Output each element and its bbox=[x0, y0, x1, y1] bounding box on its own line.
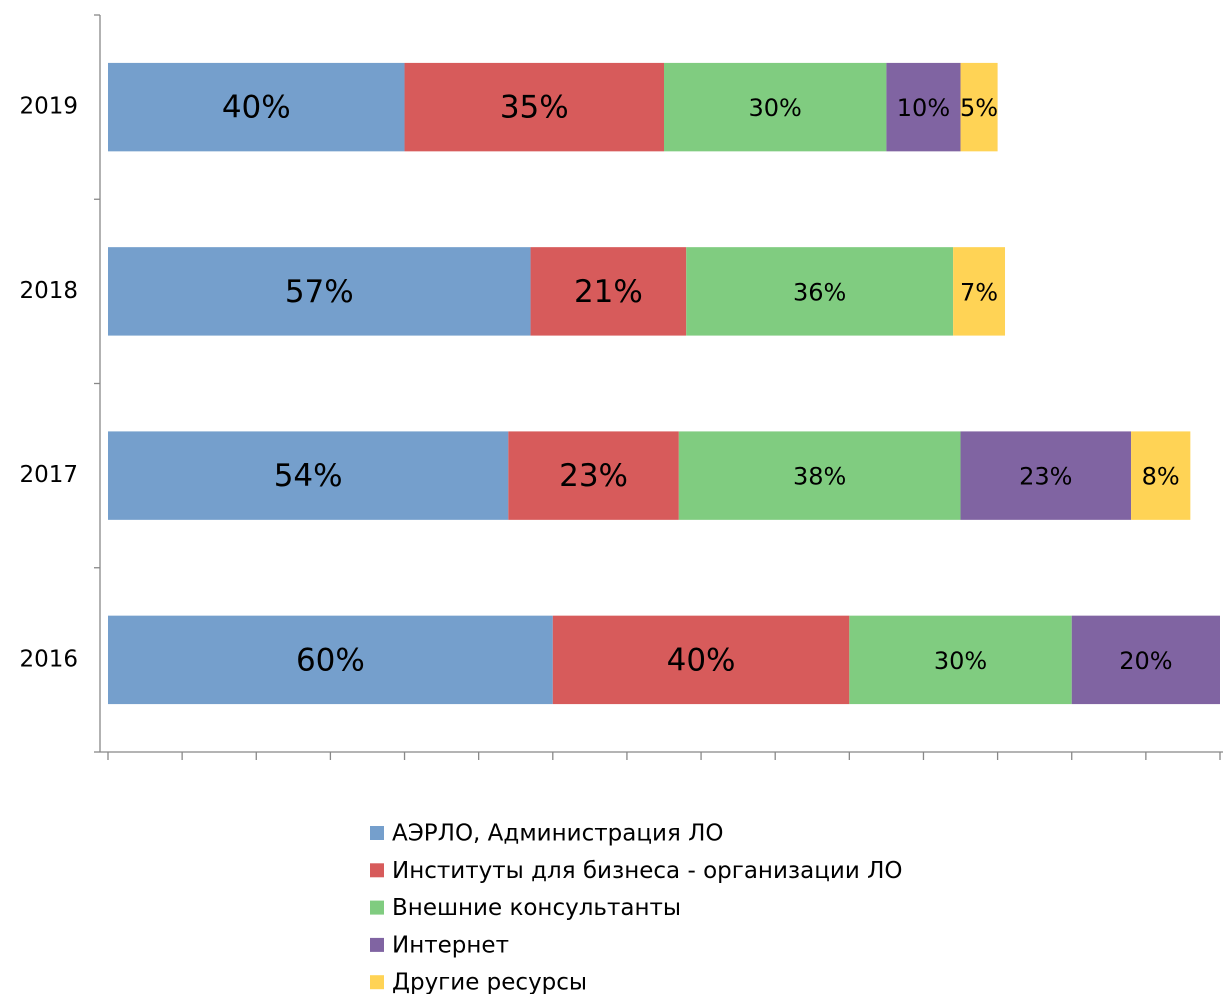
category-label: 2016 bbox=[19, 646, 78, 672]
legend-swatch bbox=[370, 937, 384, 952]
bar-segment bbox=[664, 62, 887, 152]
bar-segment bbox=[530, 247, 687, 336]
value-label: 30% bbox=[934, 647, 987, 675]
legend-label: Институты для бизнеса - организации ЛО bbox=[392, 858, 903, 884]
bar-segment bbox=[886, 62, 961, 152]
bar-segment bbox=[108, 431, 509, 520]
legend-label: Интернет bbox=[392, 932, 509, 958]
category-label: 2019 bbox=[19, 94, 78, 120]
bar-segment bbox=[960, 62, 998, 152]
bar-segment bbox=[508, 431, 679, 520]
legend-swatch bbox=[370, 900, 384, 915]
bar-segment bbox=[1071, 615, 1220, 705]
category-label: 2018 bbox=[19, 278, 78, 304]
bar-segment bbox=[849, 615, 1072, 705]
value-label: 40% bbox=[222, 90, 291, 126]
bar-segment bbox=[108, 62, 405, 152]
bar-segment bbox=[960, 431, 1132, 520]
value-label: 23% bbox=[1019, 463, 1072, 491]
value-label: 40% bbox=[667, 642, 736, 678]
value-label: 60% bbox=[296, 642, 365, 678]
category-label: 2017 bbox=[19, 462, 78, 488]
value-label: 20% bbox=[1119, 647, 1172, 675]
legend-swatch bbox=[370, 826, 384, 840]
legend-label: Внешние консультанты bbox=[392, 895, 681, 921]
bar-segment bbox=[108, 615, 553, 705]
value-label: 21% bbox=[574, 274, 643, 310]
value-label: 57% bbox=[285, 274, 354, 310]
legend-swatch bbox=[370, 975, 384, 990]
bar-segment bbox=[678, 431, 961, 520]
bar-segment bbox=[686, 247, 954, 336]
value-label: 30% bbox=[749, 94, 802, 122]
bar-segment bbox=[552, 615, 850, 705]
value-label: 5% bbox=[960, 94, 998, 122]
value-label: 54% bbox=[274, 458, 343, 494]
value-label: 23% bbox=[559, 458, 628, 494]
value-label: 10% bbox=[897, 94, 950, 122]
value-label: 36% bbox=[793, 278, 846, 306]
bar-segment bbox=[1131, 431, 1191, 520]
value-label: 38% bbox=[793, 463, 846, 491]
value-label: 7% bbox=[960, 278, 998, 306]
legend-swatch bbox=[370, 863, 384, 878]
value-label: 35% bbox=[500, 90, 569, 126]
value-label: 8% bbox=[1142, 463, 1180, 491]
legend-label: Другие ресурсы bbox=[392, 970, 587, 994]
bar-segment bbox=[953, 247, 1006, 336]
legend-label: АЭРЛО, Администрация ЛО bbox=[392, 821, 724, 847]
bar-segment bbox=[108, 247, 531, 336]
bar-segment bbox=[404, 62, 664, 152]
